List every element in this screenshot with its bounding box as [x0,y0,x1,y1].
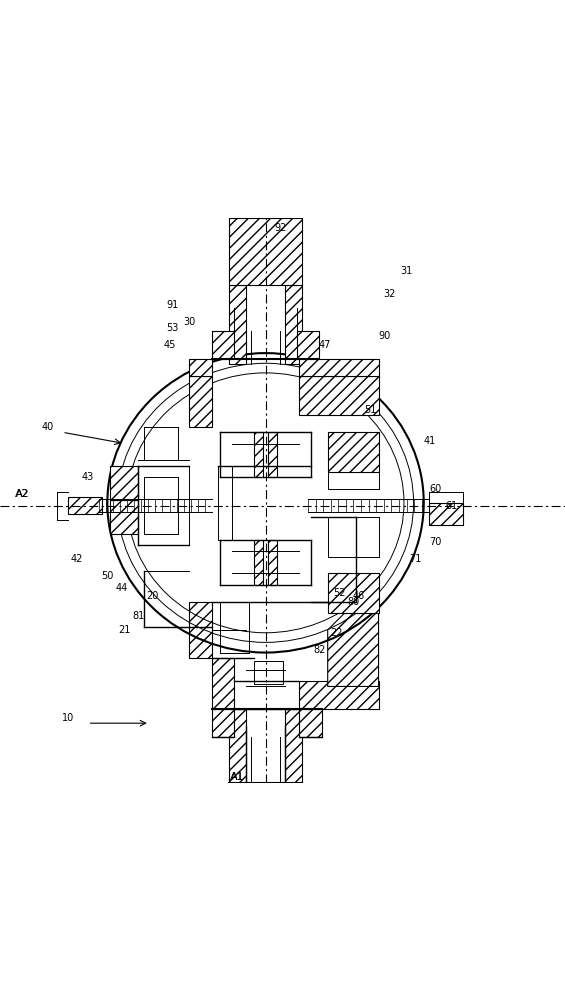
Polygon shape [429,503,463,525]
Text: 45: 45 [163,340,176,350]
Polygon shape [285,709,302,782]
Text: 70: 70 [429,537,441,547]
Text: 21: 21 [118,625,131,635]
Text: A2: A2 [16,489,29,499]
Polygon shape [110,500,138,534]
Polygon shape [212,658,234,709]
Text: 47: 47 [319,340,331,350]
Text: 82: 82 [313,645,325,655]
Polygon shape [229,285,246,364]
Text: 32: 32 [384,289,396,299]
Text: A1: A1 [230,772,245,782]
Text: 50: 50 [101,571,114,581]
Polygon shape [189,602,212,658]
Text: 61: 61 [446,501,458,511]
Polygon shape [68,497,102,514]
Text: 22: 22 [330,628,342,638]
Text: 44: 44 [115,583,128,593]
Polygon shape [328,432,379,472]
Text: 81: 81 [132,611,145,621]
Polygon shape [285,285,302,364]
Text: 52: 52 [333,588,345,598]
Text: 51: 51 [364,405,376,415]
Text: 60: 60 [429,484,441,494]
Text: 90: 90 [378,331,390,341]
Text: 31: 31 [401,266,413,276]
Polygon shape [299,681,379,709]
Text: 40: 40 [42,422,54,432]
Text: A2: A2 [15,489,30,499]
Polygon shape [328,573,379,613]
Polygon shape [189,359,212,376]
Polygon shape [328,613,379,686]
Text: 71: 71 [409,554,421,564]
Polygon shape [297,330,319,359]
Text: 80: 80 [347,597,359,607]
Text: 30: 30 [183,317,195,327]
Bar [254,661,282,684]
Polygon shape [110,466,138,500]
Polygon shape [299,709,322,737]
Polygon shape [229,218,302,285]
Text: 92: 92 [275,223,287,233]
Polygon shape [189,376,212,427]
Text: A1: A1 [231,772,244,782]
Polygon shape [268,432,277,477]
Text: 91: 91 [166,300,179,310]
Text: 43: 43 [81,472,94,482]
Polygon shape [254,540,263,585]
Polygon shape [229,709,246,782]
Polygon shape [212,709,234,737]
Text: 10: 10 [62,713,74,723]
Polygon shape [299,359,379,376]
Polygon shape [299,376,379,415]
Text: 53: 53 [166,323,179,333]
Text: 46: 46 [353,591,365,601]
Polygon shape [268,540,277,585]
Text: 42: 42 [70,554,82,564]
Text: 41: 41 [423,436,436,446]
Text: 20: 20 [146,591,159,601]
Polygon shape [212,330,234,359]
Polygon shape [254,432,263,477]
